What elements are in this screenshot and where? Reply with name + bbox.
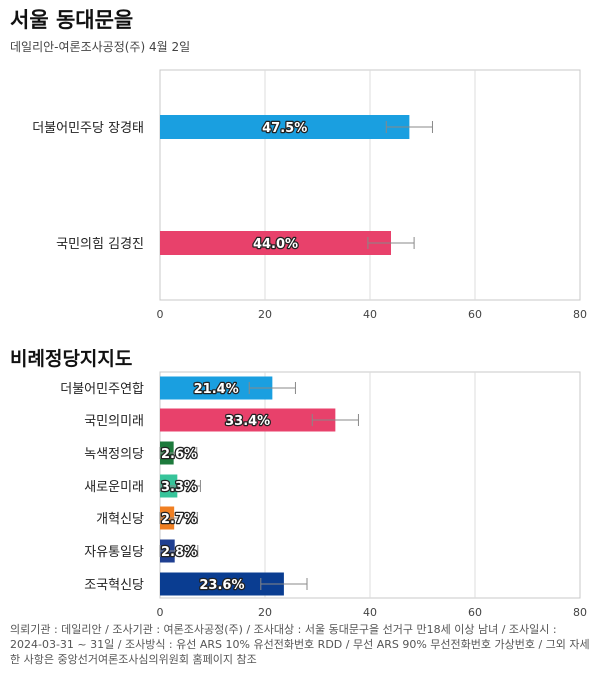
data-label: 2.8% (161, 545, 197, 560)
chart-canvas: 0 20 40 60 80 더불어민주당 장경태 47.5% 국민의힘 김경진 44.0% 0 20… (32, 69, 587, 619)
data-label: 2.6% (161, 447, 197, 462)
x-tick-label: 80 (573, 606, 587, 619)
data-label: 44.0% (253, 237, 298, 252)
category-label: 국민의힘 김경진 (56, 237, 144, 252)
x-tick-label: 60 (468, 606, 482, 619)
data-label: 23.6% (199, 578, 244, 593)
chart-title: 서울 동대문을 (10, 8, 134, 32)
x-tick-label: 0 (157, 308, 164, 321)
survey-footnote: 의뢰기관 : 데일리안 / 조사기관 : 여론조사공정(주) / 조사대상 : … (10, 623, 590, 666)
x-tick-label: 80 (573, 308, 587, 321)
bar (160, 408, 336, 432)
x-tick-label: 20 (258, 308, 272, 321)
data-label: 3.3% (161, 480, 197, 495)
category-label: 더불어민주연합 (60, 382, 144, 397)
bar (160, 231, 391, 255)
data-label: 33.4% (225, 414, 270, 429)
category-label: 조국혁신당 (84, 578, 144, 593)
bar (160, 572, 284, 596)
bar (160, 376, 273, 400)
data-label: 21.4% (194, 382, 239, 397)
category-label: 녹색정의당 (84, 447, 144, 462)
x-tick-label: 0 (157, 606, 164, 619)
party-support-title: 비례정당지지도 (10, 348, 133, 370)
category-label: 새로운미래 (84, 480, 144, 495)
data-label: 47.5% (262, 121, 307, 136)
x-tick-label: 20 (258, 606, 272, 619)
bar (160, 115, 410, 139)
x-tick-label: 60 (468, 308, 482, 321)
category-label: 더불어민주당 장경태 (32, 121, 144, 136)
category-label: 개혁신당 (96, 512, 144, 527)
category-label: 자유통일당 (84, 545, 144, 560)
x-tick-label: 40 (363, 606, 377, 619)
data-label: 2.7% (161, 512, 197, 527)
category-label: 국민의미래 (84, 414, 144, 429)
chart-subtitle: 데일리안-여론조사공정(주) 4월 2일 (10, 40, 191, 54)
x-tick-label: 40 (363, 308, 377, 321)
